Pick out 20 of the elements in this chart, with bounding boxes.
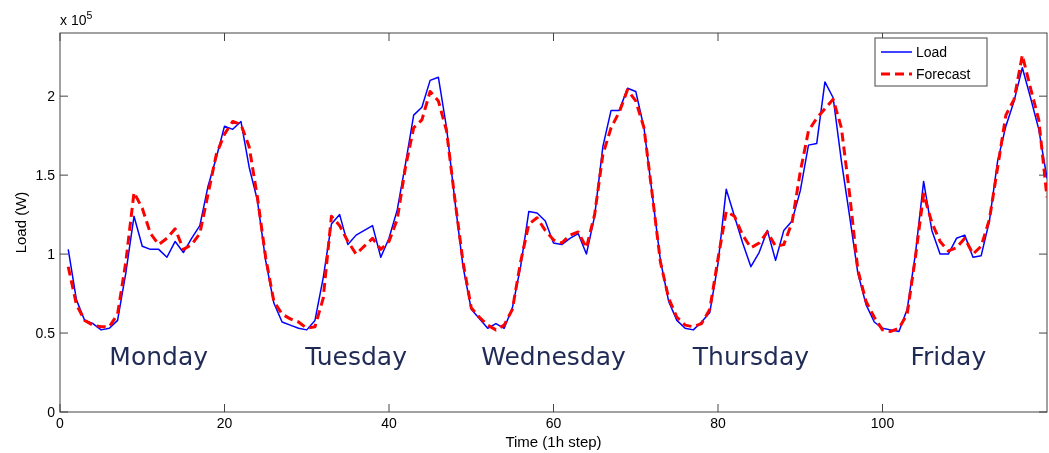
x-axis-title: Time (1h step) bbox=[505, 433, 602, 450]
text: x 10$^{5}$ bbox=[60, 9, 93, 28]
y-tick-label: 1 bbox=[47, 246, 56, 263]
y-tick-label: 1.5 bbox=[35, 167, 56, 184]
x-tick-label: 100 bbox=[870, 415, 895, 431]
legend-label: Load bbox=[916, 44, 948, 60]
annotation: Wednesday bbox=[481, 341, 627, 371]
x-tick-label: 40 bbox=[381, 415, 397, 431]
y-tick-label: 2 bbox=[47, 88, 56, 105]
x-tick-label: 20 bbox=[216, 415, 233, 431]
x-tick-label: 60 bbox=[545, 415, 562, 431]
legend-label: Forecast bbox=[916, 66, 971, 82]
annotation: Friday bbox=[910, 341, 987, 371]
annotation: Monday bbox=[109, 341, 209, 371]
y-tick-label: 0.5 bbox=[35, 325, 56, 342]
annotation: Tuesday bbox=[304, 341, 408, 371]
annotation: Thursday bbox=[691, 341, 810, 371]
y-axis-title: Load (W) bbox=[12, 191, 29, 254]
x-tick-label: 80 bbox=[710, 415, 726, 431]
y-tick-label: 0 bbox=[47, 404, 56, 420]
